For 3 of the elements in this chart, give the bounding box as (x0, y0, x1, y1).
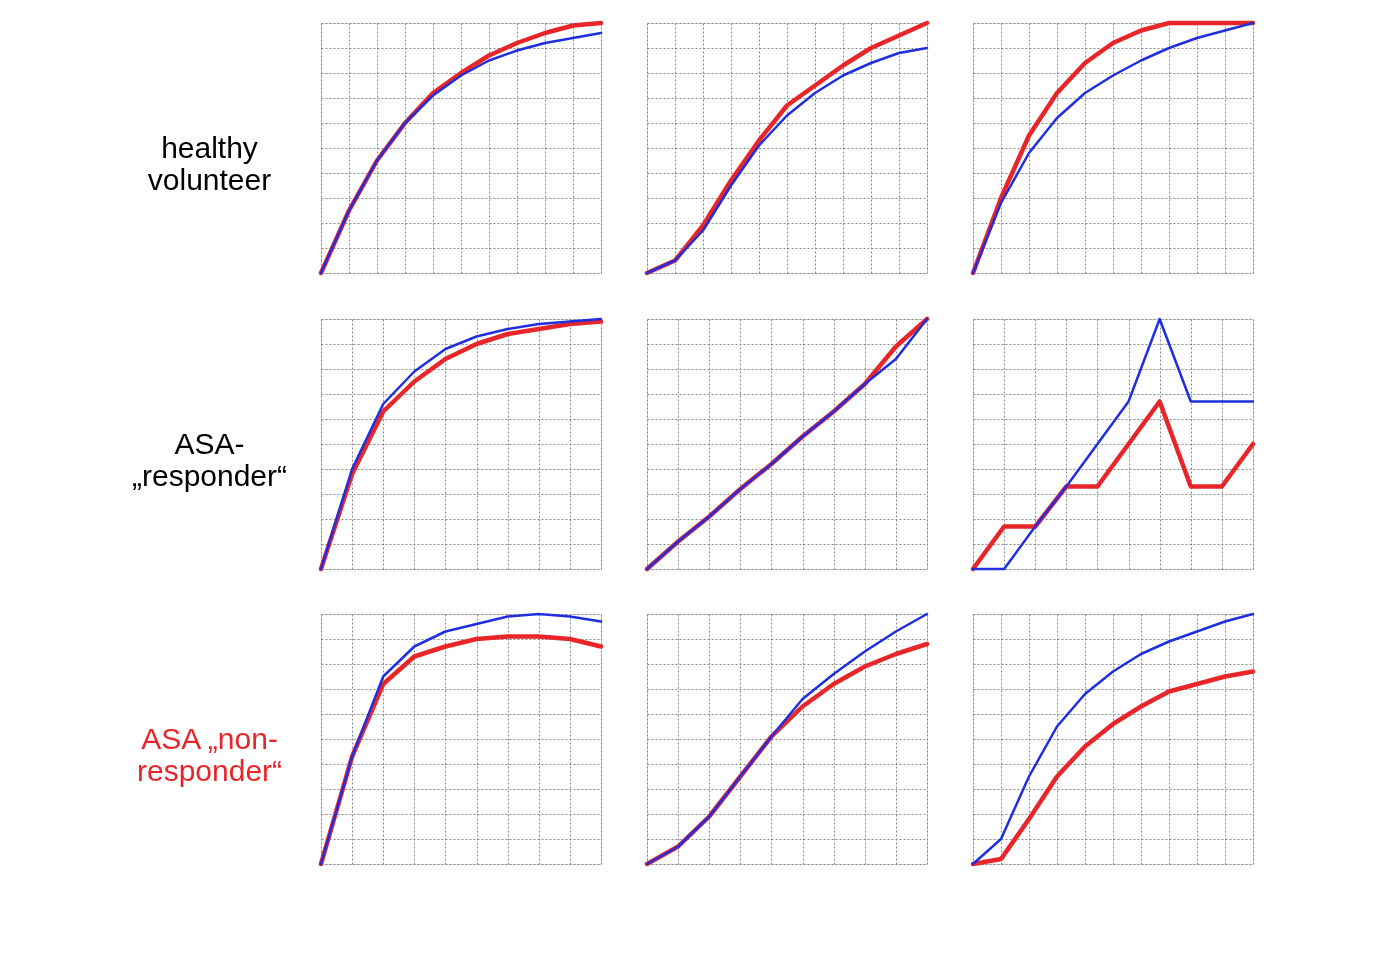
y-axis-title: ASA „non- responder“ (136, 721, 283, 787)
y-axis-title: ASA- „responder“ (131, 426, 288, 492)
y-axis-title: healthy volunteer (147, 130, 272, 196)
